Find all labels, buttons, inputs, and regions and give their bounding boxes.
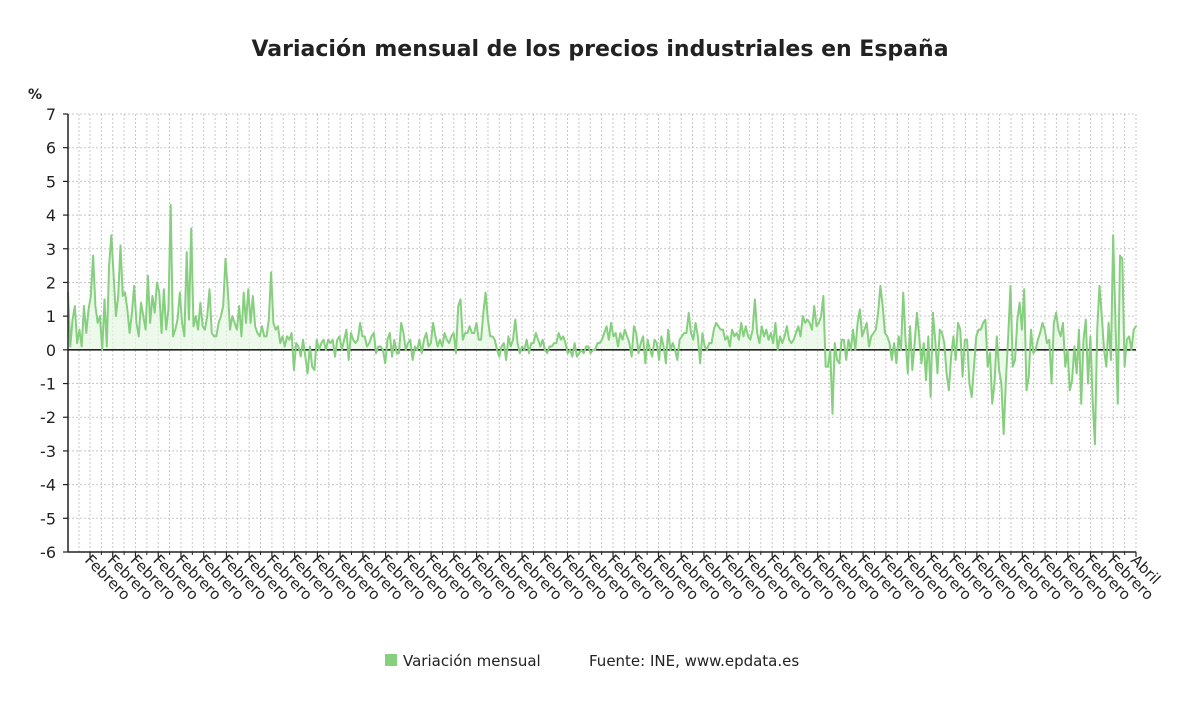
y-tick-label: 4 [46, 206, 56, 225]
y-tick-label: -2 [40, 408, 56, 427]
x-tick-labels: FebreroFebreroFebreroFebreroFebreroFebre… [81, 551, 1164, 604]
legend-label: Variación mensual [403, 652, 541, 670]
legend: Variación mensual Fuente: INE, www.epdat… [385, 652, 799, 670]
y-tick-label: 7 [46, 105, 56, 124]
y-tick-label: -1 [40, 375, 56, 394]
y-tick-label: 0 [46, 341, 56, 360]
series-line-layer [67, 203, 1137, 446]
axes [63, 113, 1137, 557]
y-tick-label: -3 [40, 442, 56, 461]
y-tick-label: 6 [46, 139, 56, 158]
y-tick-label: 5 [46, 172, 56, 191]
grid [68, 113, 1137, 553]
y-tick-label: -4 [40, 476, 56, 495]
chart-source: Fuente: INE, www.epdata.es [589, 652, 799, 670]
y-tick-label: 1 [46, 307, 56, 326]
legend-swatch [385, 654, 397, 666]
y-tick-label: -6 [40, 543, 56, 562]
series-line-variacion-mensual [67, 203, 1137, 446]
y-axis-unit: % [28, 87, 42, 103]
y-tick-label: -5 [40, 509, 56, 528]
area-fill [68, 204, 1136, 445]
y-tick-label: 3 [46, 240, 56, 259]
y-tick-labels: 7 6 5 4 3 2 1 0 -1 -2 -3 -4 -5 -6 [40, 105, 56, 562]
chart-title: Variación mensual de los precios industr… [251, 37, 948, 62]
series-area [68, 204, 1136, 445]
y-tick-label: 2 [46, 273, 56, 292]
